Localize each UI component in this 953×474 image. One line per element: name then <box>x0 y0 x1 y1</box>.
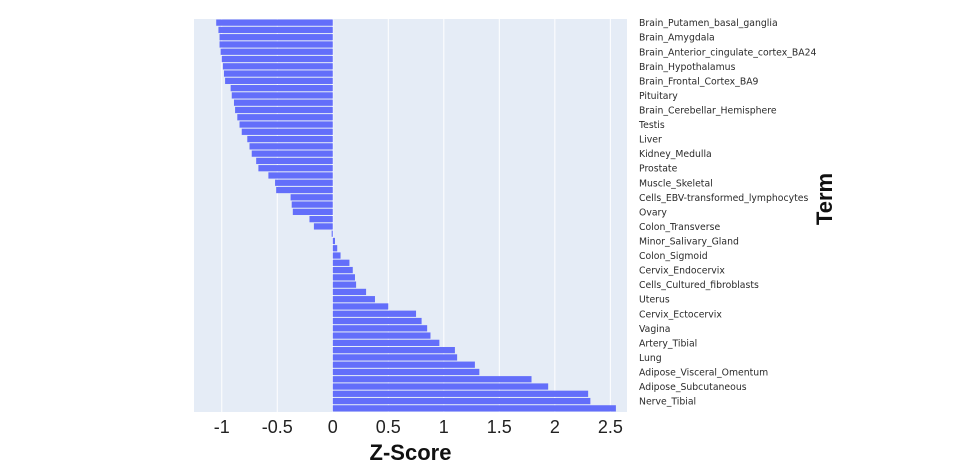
bars <box>216 19 616 412</box>
gridlines <box>221 19 611 412</box>
x-tick-label-7: 2.5 <box>598 417 623 437</box>
term-label-42: Vagina <box>639 324 670 335</box>
bar-41 <box>332 317 422 325</box>
x-tick-label-1: -0.5 <box>262 417 293 437</box>
bar-43 <box>332 332 431 339</box>
bar-6 <box>222 63 333 70</box>
term-label-20: Prostate <box>639 164 678 175</box>
x-tick-labels: -1 -0.5 0 0.5 1 1.5 2 2.5 <box>214 417 623 437</box>
bar-21 <box>268 172 333 179</box>
bar-30 <box>332 237 336 245</box>
bar-49 <box>332 376 532 383</box>
bar-37 <box>332 288 367 296</box>
bar-38 <box>332 296 375 303</box>
bar-48 <box>332 368 480 376</box>
bar-11 <box>233 99 333 106</box>
term-label-48: Adipose_Visceral_Omentum <box>639 367 768 378</box>
term-label-34: Cervix_Endocervix <box>639 266 725 277</box>
term-label-38: Uterus <box>639 295 670 306</box>
bar-42 <box>332 325 428 332</box>
term-label-6: Brain_Hypothalamus <box>639 62 736 73</box>
bar-31 <box>332 245 338 252</box>
term-label-22: Muscle_Skeletal <box>639 178 713 189</box>
x-tick-label-0: -1 <box>214 417 230 437</box>
term-label-10: Pituitary <box>639 91 678 102</box>
bar-15 <box>241 128 333 135</box>
term-label-16: Liver <box>639 135 662 146</box>
term-label-30: Minor_Salivary_Gland <box>639 236 739 247</box>
term-label-50: Adipose_Subcutaneous <box>639 382 747 393</box>
bar-26 <box>292 208 333 215</box>
x-tick-label-6: 2 <box>550 417 560 437</box>
bar-39 <box>332 303 389 310</box>
term-label-36: Cells_Cultured_fibroblasts <box>639 280 759 291</box>
bar-25 <box>291 201 333 208</box>
x-tick-label-3: 0.5 <box>376 417 401 437</box>
bar-36 <box>332 281 357 288</box>
bar-53 <box>332 405 616 412</box>
term-label-18: Kidney_Medulla <box>639 149 712 160</box>
term-label-4: Brain_Anterior_cingulate_cortex_BA24 <box>639 47 817 58</box>
bar-45 <box>332 347 455 354</box>
bar-7 <box>223 70 333 77</box>
bar-10 <box>231 92 333 99</box>
bar-16 <box>247 135 333 143</box>
bar-51 <box>332 390 589 397</box>
x-tick-label-5: 1.5 <box>487 417 512 437</box>
bar-27 <box>309 216 333 223</box>
term-label-46: Lung <box>639 353 662 364</box>
bar-44 <box>332 339 440 346</box>
term-label-24: Cells_EBV-transformed_lymphocytes <box>639 193 808 204</box>
bar-3 <box>219 41 333 48</box>
bar-5 <box>221 55 333 63</box>
term-label-8: Brain_Frontal_Cortex_BA9 <box>639 76 759 87</box>
bar-28 <box>313 223 333 230</box>
bar-52 <box>332 397 591 405</box>
bar-46 <box>332 354 458 361</box>
bar-40 <box>332 310 417 317</box>
bar-13 <box>237 114 333 121</box>
bar-24 <box>290 194 333 201</box>
term-label-28: Colon_Transverse <box>639 222 720 233</box>
bar-20 <box>258 165 333 172</box>
bar-4 <box>220 48 333 55</box>
bar-1 <box>218 26 333 34</box>
x-tick-label-2: 0 <box>328 417 338 437</box>
term-labels: Brain_Putamen_basal_ganglia Brain_Amygdal… <box>638 18 817 407</box>
term-label-14: Testis <box>638 120 665 131</box>
bar-2 <box>219 34 333 41</box>
term-label-40: Cervix_Ectocervix <box>639 309 722 320</box>
y-axis-title: Term <box>812 173 837 225</box>
bar-32 <box>332 252 341 259</box>
bar-34 <box>332 266 353 274</box>
term-label-0: Brain_Putamen_basal_ganglia <box>639 18 778 29</box>
term-label-2: Brain_Amygdala <box>639 33 715 44</box>
term-label-12: Brain_Cerebellar_Hemisphere <box>639 105 777 116</box>
term-label-26: Ovary <box>639 207 667 218</box>
bar-14 <box>239 121 333 128</box>
bar-33 <box>332 259 350 266</box>
term-label-44: Artery_Tibial <box>639 338 697 349</box>
bar-19 <box>256 157 333 165</box>
x-tick-label-4: 1 <box>439 417 449 437</box>
bar-8 <box>225 77 333 84</box>
bar-9 <box>230 85 333 92</box>
x-axis-title: Z-Score <box>370 440 452 465</box>
bar-35 <box>332 274 355 281</box>
term-label-52: Nerve_Tibial <box>639 397 696 408</box>
bar-47 <box>332 361 475 368</box>
term-label-32: Colon_Sigmoid <box>639 251 708 262</box>
bar-12 <box>235 106 333 114</box>
bar-22 <box>275 179 333 186</box>
bar-18 <box>251 150 333 157</box>
bar-0 <box>216 19 333 26</box>
bar-17 <box>249 143 333 150</box>
bar-23 <box>276 186 333 194</box>
bar-29 <box>331 230 333 237</box>
bar-50 <box>332 383 549 390</box>
